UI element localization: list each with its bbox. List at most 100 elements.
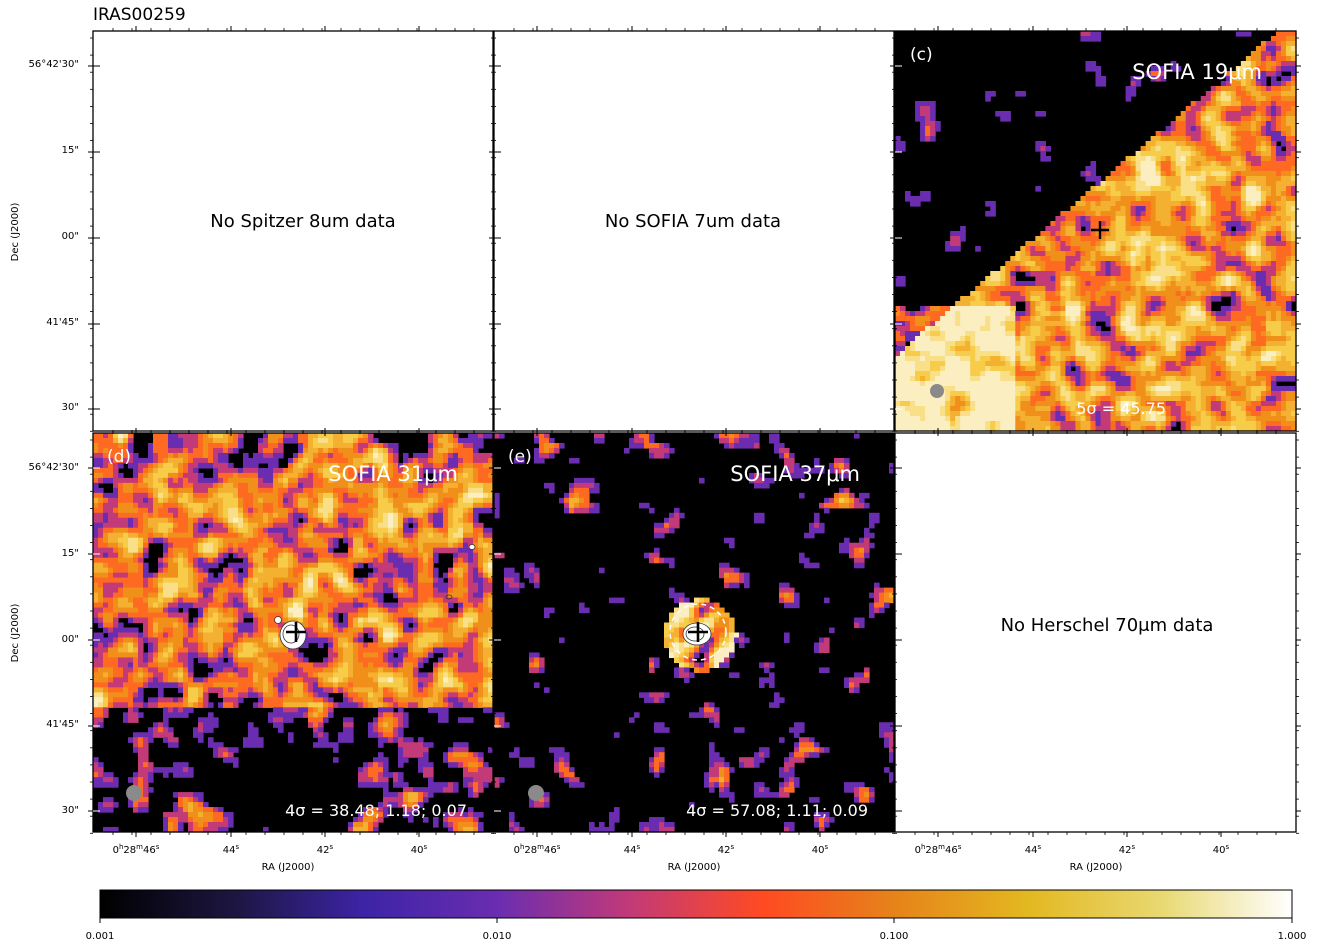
- panel-c-pixel: [910, 196, 916, 202]
- panel-c-pixel: [895, 371, 901, 377]
- panel-c-pixel: [1005, 326, 1011, 332]
- panel-c-pixel: [1010, 426, 1016, 432]
- panel-c-pixel: [1190, 161, 1197, 167]
- panel-d-pixel: [468, 442, 474, 449]
- panel-c-pixel: [1290, 346, 1297, 352]
- panel-c-pixel: [1175, 211, 1182, 217]
- panel-c-pixel: [1180, 411, 1187, 417]
- panel-c-pixel: [1085, 171, 1092, 177]
- panel-c-pixel: [1175, 386, 1182, 392]
- panel-c-pixel: [1090, 296, 1097, 302]
- panel-c-pixel: [1270, 351, 1277, 357]
- panel-c-pixel: [1005, 111, 1011, 117]
- panel-d-pixel: [433, 482, 439, 489]
- panel-c-pixel: [1205, 156, 1212, 162]
- panel-c-pixel: [1250, 116, 1257, 122]
- panel-c-pixel: [1185, 146, 1192, 152]
- panel-c-pixel: [1230, 231, 1237, 237]
- panel-c-pixel: [960, 336, 966, 342]
- panel-c-pixel: [1100, 386, 1107, 392]
- panel-c-pixel: [1100, 211, 1107, 217]
- panel-c-pixel: [1195, 276, 1202, 282]
- panel-c-pixel: [1025, 266, 1031, 272]
- panel-c-pixel: [1070, 321, 1077, 327]
- panel-c-pixel: [1290, 321, 1297, 327]
- panel-c-pixel: [1150, 261, 1157, 267]
- panel-c-pixel: [1090, 366, 1097, 372]
- panel-c-pixel: [1090, 386, 1097, 392]
- panel-c-pixel: [1195, 106, 1202, 112]
- panel-c-pixel: [1075, 316, 1082, 322]
- panel-d-pixel: [293, 457, 299, 464]
- panel-c-pixel: [920, 411, 926, 417]
- panel-c-pixel: [925, 391, 931, 397]
- panel-c-pixel: [1090, 256, 1097, 262]
- panel-c-pixel: [1170, 246, 1177, 252]
- panel-c-pixel: [1230, 316, 1237, 322]
- panel-c-pixel: [1270, 266, 1277, 272]
- panel-d-pixel: [168, 452, 174, 459]
- panel-d-pixel: [248, 462, 254, 469]
- panel-c-pixel: [1025, 331, 1031, 337]
- panel-c-pixel: [1155, 156, 1162, 162]
- panel-c-pixel: [1045, 426, 1051, 432]
- panel-d-pixel: [303, 477, 309, 484]
- panel-c-pixel: [1010, 421, 1016, 427]
- panel-c-pixel: [1220, 101, 1227, 107]
- panel-c-pixel: [1080, 396, 1087, 402]
- panel-c-pixel: [970, 336, 976, 342]
- panel-c-pixel: [1045, 306, 1051, 312]
- panel-d-pixel: [303, 442, 309, 449]
- panel-c-pixel: [1090, 161, 1097, 167]
- panel-c-pixel: [1270, 51, 1277, 57]
- panel-c-pixel: [1205, 286, 1212, 292]
- panel-c-pixel: [1135, 326, 1142, 332]
- panel-c-pixel: [1200, 136, 1207, 142]
- panel-c-pixel: [920, 321, 926, 327]
- panel-c-pixel: [1165, 231, 1172, 237]
- panel-c-pixel: [1045, 226, 1051, 232]
- panel-c-pixel: [1075, 346, 1082, 352]
- panel-c-pixel: [975, 306, 981, 312]
- panel-c-pixel: [1160, 271, 1167, 277]
- panel-c-pixel: [1250, 141, 1257, 147]
- panel-d-pixel: [338, 472, 344, 479]
- panel-c-pixel: [1200, 421, 1207, 427]
- panel-d-pixel: [243, 492, 249, 499]
- panel-c-pixel: [1015, 386, 1021, 392]
- panel-c-pixel: [1265, 131, 1272, 137]
- panel-c-pixel: [1130, 416, 1137, 422]
- panel-c-pixel: [1030, 346, 1036, 352]
- panel-c-pixel: [975, 421, 981, 427]
- panel-c-pixel: [1230, 301, 1237, 307]
- panel-c-pixel: [1140, 181, 1147, 187]
- panel-c-pixel: [925, 396, 931, 402]
- panel-c-pixel: [1160, 421, 1167, 427]
- panel-c-pixel: [1250, 401, 1257, 407]
- panel-c-pixel: [1135, 256, 1142, 262]
- panel-c-pixel: [1280, 126, 1287, 132]
- panel-d-pixel: [358, 492, 364, 499]
- panel-c-pixel: [1145, 186, 1152, 192]
- panel-c-pixel: [1135, 186, 1142, 192]
- panel-c-pixel: [955, 246, 961, 252]
- panel-c-pixel: [1190, 151, 1197, 157]
- panel-c-pixel: [1135, 261, 1142, 267]
- panel-c-pixel: [1105, 351, 1112, 357]
- panel-c-pixel: [1130, 161, 1137, 167]
- panel-c-pixel: [1225, 406, 1232, 412]
- panel-c-pixel: [1010, 381, 1016, 387]
- panel-c-label: (c): [910, 45, 933, 65]
- panel-c-pixel: [915, 361, 921, 367]
- panel-c-pixel: [1095, 291, 1102, 297]
- panel-c-pixel: [905, 346, 911, 352]
- panel-c-pixel: [1120, 326, 1127, 332]
- panel-c-pixel: [1035, 406, 1041, 412]
- panel-c-pixel: [1185, 316, 1192, 322]
- panel-c-pixel: [1110, 331, 1117, 337]
- panel-c-pixel: [1080, 371, 1087, 377]
- panel-c-pixel: [1265, 121, 1272, 127]
- panel-c-pixel: [1230, 266, 1237, 272]
- panel-c-pixel: [950, 246, 956, 252]
- panel-c-pixel: [1220, 111, 1227, 117]
